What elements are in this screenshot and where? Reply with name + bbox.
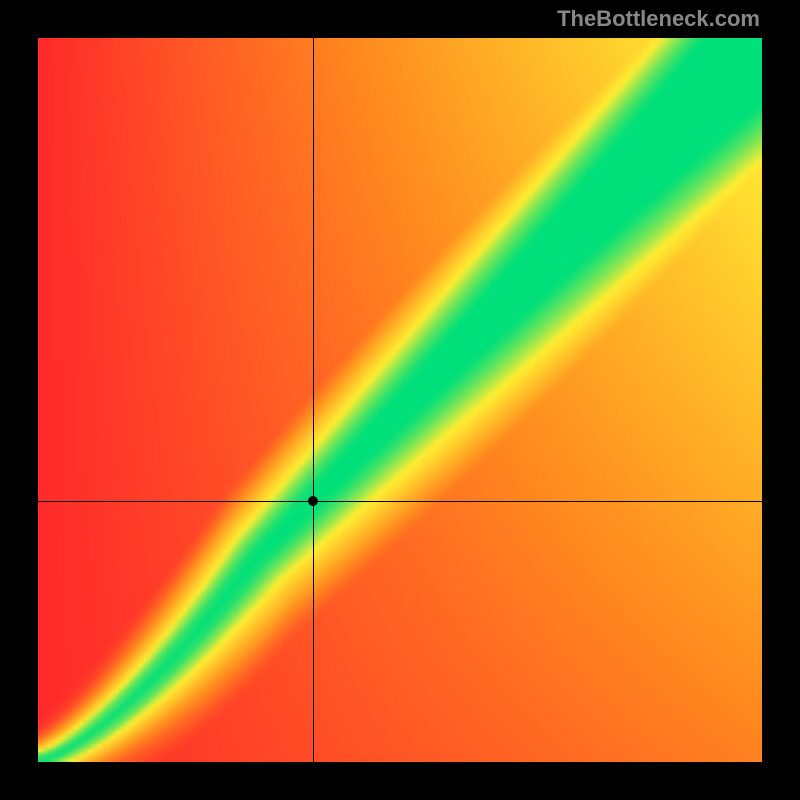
plot-area <box>38 38 762 762</box>
heatmap-canvas <box>38 38 762 762</box>
crosshair-horizontal <box>38 501 762 502</box>
watermark-text: TheBottleneck.com <box>557 6 760 32</box>
crosshair-vertical <box>313 38 314 762</box>
data-point-marker <box>308 496 318 506</box>
